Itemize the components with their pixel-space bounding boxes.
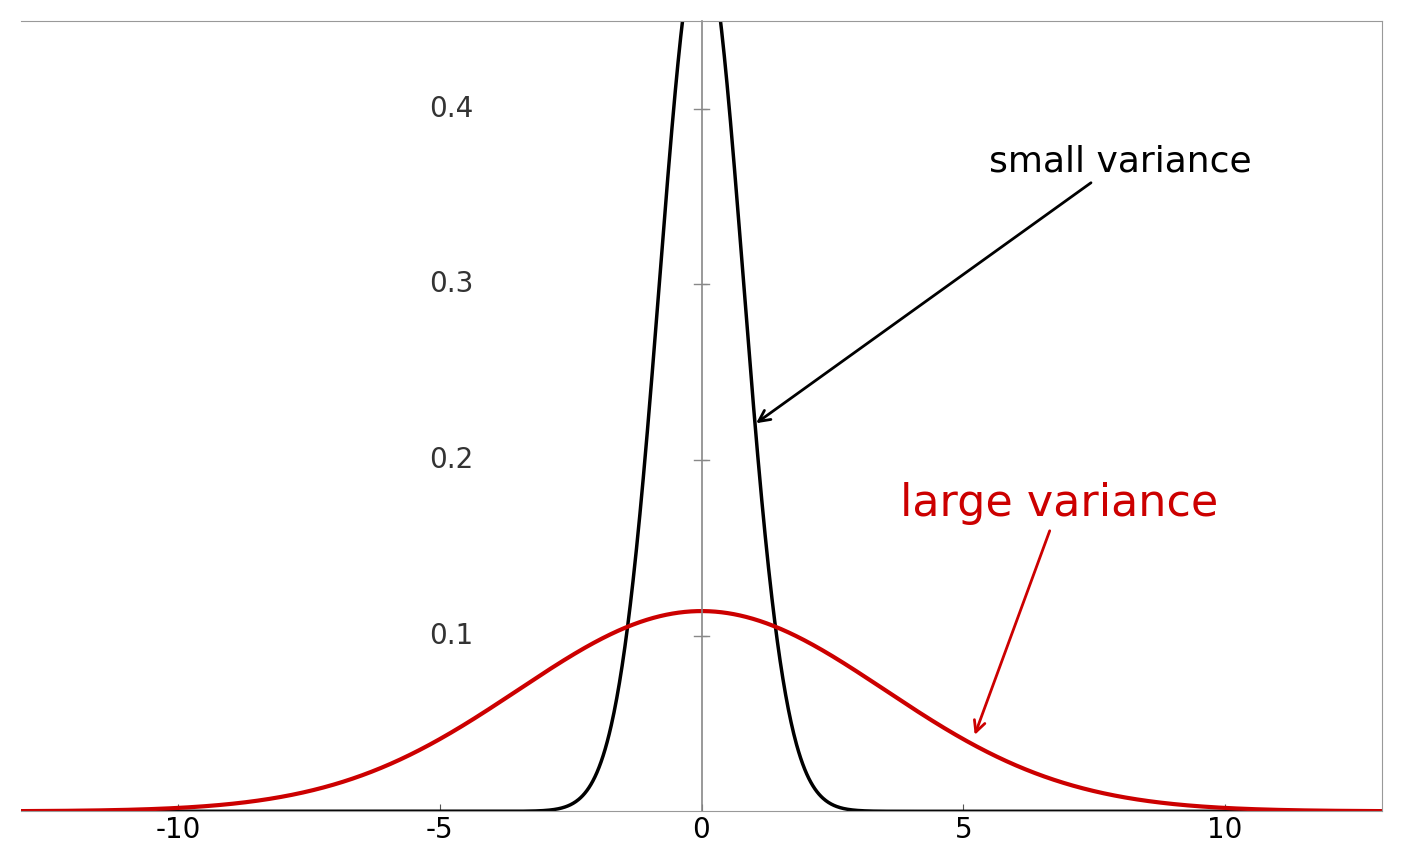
Text: 0.1: 0.1 [429, 622, 473, 650]
Text: large variance: large variance [901, 483, 1219, 732]
Text: small variance: small variance [759, 144, 1251, 421]
Text: 0.3: 0.3 [429, 271, 474, 298]
Text: 0.4: 0.4 [429, 94, 473, 123]
Text: 0.2: 0.2 [429, 446, 473, 474]
